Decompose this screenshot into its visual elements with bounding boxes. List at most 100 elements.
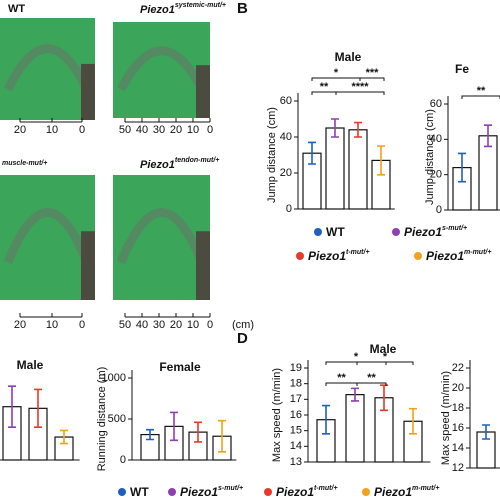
significance-bracket [356,382,387,386]
chart-title: Male [335,50,362,64]
bar [348,129,368,210]
error-bar [458,152,466,183]
gene: Piezo1 [404,225,442,239]
photo-shadow [81,63,95,120]
scale-label: 0 [207,319,213,331]
significance-bracket [461,95,500,99]
scale-label: 30 [153,124,165,136]
y-tick-label: 18 [290,378,302,390]
gene: WT [326,225,345,239]
error-bar [322,404,330,435]
y-tick-label: 20 [452,382,464,394]
genotype-label: Piezo1t-mut/+ [276,485,338,499]
scale-label: 40 [136,124,148,136]
y-tick-label: 60 [280,95,292,107]
allele: t-mut/+ [346,249,370,256]
y-axis-label: Running distance (m) [96,367,108,472]
chart-title: Fe [455,62,469,76]
legend-marker [264,488,272,496]
y-tick-label: 40 [280,131,292,143]
scale-label: 10 [46,124,58,136]
legend-marker [168,488,176,496]
y-tick-label: 1000 [102,372,126,384]
scale-label: 0 [79,319,85,331]
allele: t-mut/+ [314,485,338,492]
scale-label: 20 [14,319,26,331]
legend-marker [362,488,370,496]
significance-label: **** [351,81,369,93]
scale-label: 10 [46,319,58,331]
error-bar [34,388,42,428]
y-tick-label: 14 [290,440,302,452]
y-axis-label: Max speed (m/min) [271,368,283,462]
y-tick-label: 12 [452,462,464,474]
significance-label: ** [337,372,346,384]
y-tick-label: 20 [430,169,442,181]
panel-letter: B [237,0,248,17]
genotype-label: Piezo1s-mut/+ [404,225,467,239]
significance-label: * [334,67,339,79]
gene: Piezo1 [308,249,346,263]
legend-marker [414,252,422,260]
scale-label: 20 [14,124,26,136]
scale-label: 50 [119,124,131,136]
y-tick-label: 0 [436,204,442,216]
genotype-label: WT [130,485,149,499]
gene: Piezo1 [276,485,314,499]
significance-bracket [335,91,385,95]
error-bar [308,141,316,165]
mouse-trajectory [117,46,206,92]
error-bar [409,407,417,435]
y-tick-label: 500 [108,413,126,425]
y-tick-label: 0 [286,203,292,215]
gene: Piezo1 [140,4,175,16]
significance-label: * [354,351,359,363]
error-bar [194,421,202,443]
gene: WT [130,485,149,499]
error-bar [484,124,492,148]
significance-bracket [359,77,385,81]
legend-marker [392,228,400,236]
gene: Piezo1 [426,249,464,263]
allele: m-mut/+ [412,485,439,492]
allele: s-mut/+ [442,225,467,232]
allele: muscle-mut/+ [2,160,47,167]
error-bar [60,429,68,445]
y-tick-label: 40 [430,133,442,145]
photo-shadow [81,231,95,300]
mouse-trajectory [116,208,207,265]
chart-title: Female [159,360,201,374]
y-tick-label: 16 [290,409,302,421]
y-tick-label: 18 [452,402,464,414]
gene: Piezo1 [140,159,175,171]
legend-marker [296,252,304,260]
photo-shadow [196,65,210,118]
genotype-label: Piezo1m-mut/+ [374,485,439,499]
genotype-label: WT [8,3,25,15]
y-tick-label: 22 [452,362,464,374]
allele: systemic-mut/+ [175,2,226,9]
significance-label: * [383,351,388,363]
legend-marker [314,228,322,236]
error-bar [482,424,490,440]
photo [113,175,210,300]
scale-label: 50 [119,319,131,331]
scale-label: 40 [136,319,148,331]
y-axis-label: Jump distance (cm) [266,107,278,203]
mouse-trajectory [3,208,92,265]
genotype-label: Piezo1tendon-mut/+ [140,157,219,171]
scale-label: 30 [153,319,165,331]
genotype-label: Piezo1t-mut/+ [308,249,370,263]
scale-label: 20 [170,319,182,331]
gene: Piezo1 [374,485,412,499]
photo [0,175,95,300]
significance-label: ** [477,85,486,97]
y-tick-label: 13 [290,456,302,468]
genotype-label: WT [326,225,345,239]
photo-shadow [196,231,210,300]
genotype-label: Piezo1s-mut/+ [180,485,243,499]
allele: s-mut/+ [218,485,243,492]
y-axis-label: Jump distance (cm) [424,109,436,205]
genotype-label: Piezo1m-mut/+ [426,249,491,263]
